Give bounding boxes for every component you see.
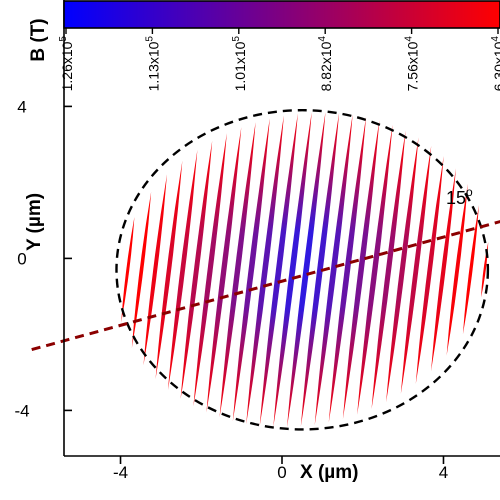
- field-stripes: [121, 112, 489, 428]
- y-tick-label: 0: [17, 249, 26, 268]
- field-stripe: [400, 145, 432, 394]
- colorbar-tick-label: 1.13x105: [144, 36, 161, 92]
- field-stripe: [342, 120, 380, 420]
- field-stripe: [219, 122, 256, 418]
- field-stripe: [206, 127, 242, 413]
- x-tick-label: -4: [113, 463, 128, 482]
- field-stripe: [193, 133, 227, 407]
- field-stripe: [386, 137, 419, 403]
- x-axis-title: X (µm): [300, 462, 358, 483]
- field-stripe: [300, 112, 340, 427]
- field-stripe: [273, 112, 312, 428]
- colorbar-tick-label: 1.26x105: [58, 36, 75, 92]
- field-stripe: [246, 115, 284, 425]
- y-tick-label: -4: [14, 401, 29, 420]
- field-stripe: [328, 117, 367, 423]
- field-direction-arrow: [31, 220, 500, 352]
- x-tick-label: 0: [277, 463, 286, 482]
- field-stripe: [143, 174, 168, 366]
- field-stripe: [462, 205, 479, 335]
- colorbar: [63, 0, 500, 29]
- arrow-angle-label: 15o: [446, 185, 473, 208]
- field-stripe: [155, 160, 183, 379]
- field-stripe: [232, 118, 270, 422]
- colorbar-ticks: 1.26x105 1.13x105 1.01x105 8.82x104 7.56x104…: [58, 28, 500, 91]
- colorbar-tick-label: 1.01x105: [231, 36, 248, 92]
- colorbar-title: B (T): [28, 18, 49, 61]
- field-stripe: [180, 140, 213, 399]
- field-stripe: [167, 149, 198, 390]
- field-stripe: [131, 191, 152, 348]
- y-axis-title: Y (µm): [24, 193, 45, 251]
- x-axis-ticks: -4 0 4: [113, 456, 448, 482]
- x-tick-label: 4: [439, 463, 448, 482]
- field-stripe: [371, 130, 406, 410]
- sample-boundary-ellipse: [115, 108, 490, 431]
- field-stripe: [357, 124, 393, 415]
- field-stripe: [446, 183, 468, 356]
- field-stripe: [415, 155, 444, 384]
- field-stripe: [259, 113, 298, 427]
- field-stripe: [286, 112, 326, 428]
- colorbar-tick-label: 7.56x104: [404, 36, 421, 92]
- field-stripe: [430, 168, 456, 372]
- y-axis-ticks: -4 0 4: [14, 97, 72, 420]
- colorbar-tick-label: 8.82x104: [317, 36, 334, 92]
- field-stripe: [314, 114, 353, 426]
- y-tick-label: 4: [17, 97, 26, 116]
- field-stripe: [121, 216, 135, 323]
- colorbar-tick-label: 6.30x104: [490, 36, 500, 92]
